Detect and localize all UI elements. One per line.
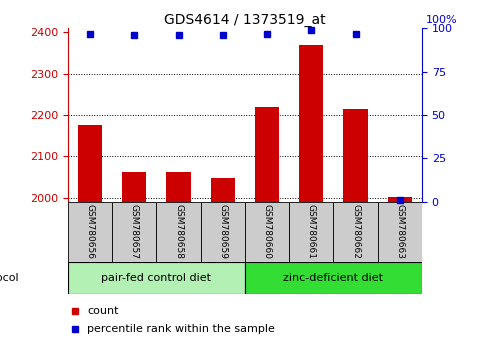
Bar: [288, 202, 333, 262]
Bar: [112, 202, 156, 262]
Bar: [343, 109, 367, 202]
Text: GSM780658: GSM780658: [174, 204, 182, 258]
Text: count: count: [87, 306, 119, 316]
Bar: [166, 172, 190, 202]
Bar: [244, 262, 421, 294]
Bar: [78, 125, 102, 202]
Bar: [200, 202, 244, 262]
Bar: [68, 202, 112, 262]
Text: pair-fed control diet: pair-fed control diet: [101, 273, 211, 283]
Bar: [156, 202, 200, 262]
Text: zinc-deficient diet: zinc-deficient diet: [283, 273, 383, 283]
Text: percentile rank within the sample: percentile rank within the sample: [87, 324, 275, 333]
Bar: [210, 178, 234, 202]
Bar: [122, 172, 146, 202]
Bar: [244, 202, 288, 262]
Text: GSM780656: GSM780656: [85, 204, 94, 258]
Bar: [68, 262, 244, 294]
Text: GSM780662: GSM780662: [350, 204, 359, 258]
Text: GSM780659: GSM780659: [218, 204, 227, 258]
Bar: [299, 45, 323, 202]
Bar: [377, 202, 421, 262]
Text: GSM780661: GSM780661: [306, 204, 315, 258]
Text: GSM780657: GSM780657: [130, 204, 138, 258]
Bar: [387, 197, 411, 202]
Text: growth protocol: growth protocol: [0, 273, 18, 283]
Text: 100%: 100%: [424, 15, 456, 25]
Text: GSM780660: GSM780660: [262, 204, 271, 258]
Title: GDS4614 / 1373519_at: GDS4614 / 1373519_at: [164, 13, 325, 27]
Bar: [333, 202, 377, 262]
Text: GSM780663: GSM780663: [394, 204, 404, 258]
Bar: [255, 107, 279, 202]
